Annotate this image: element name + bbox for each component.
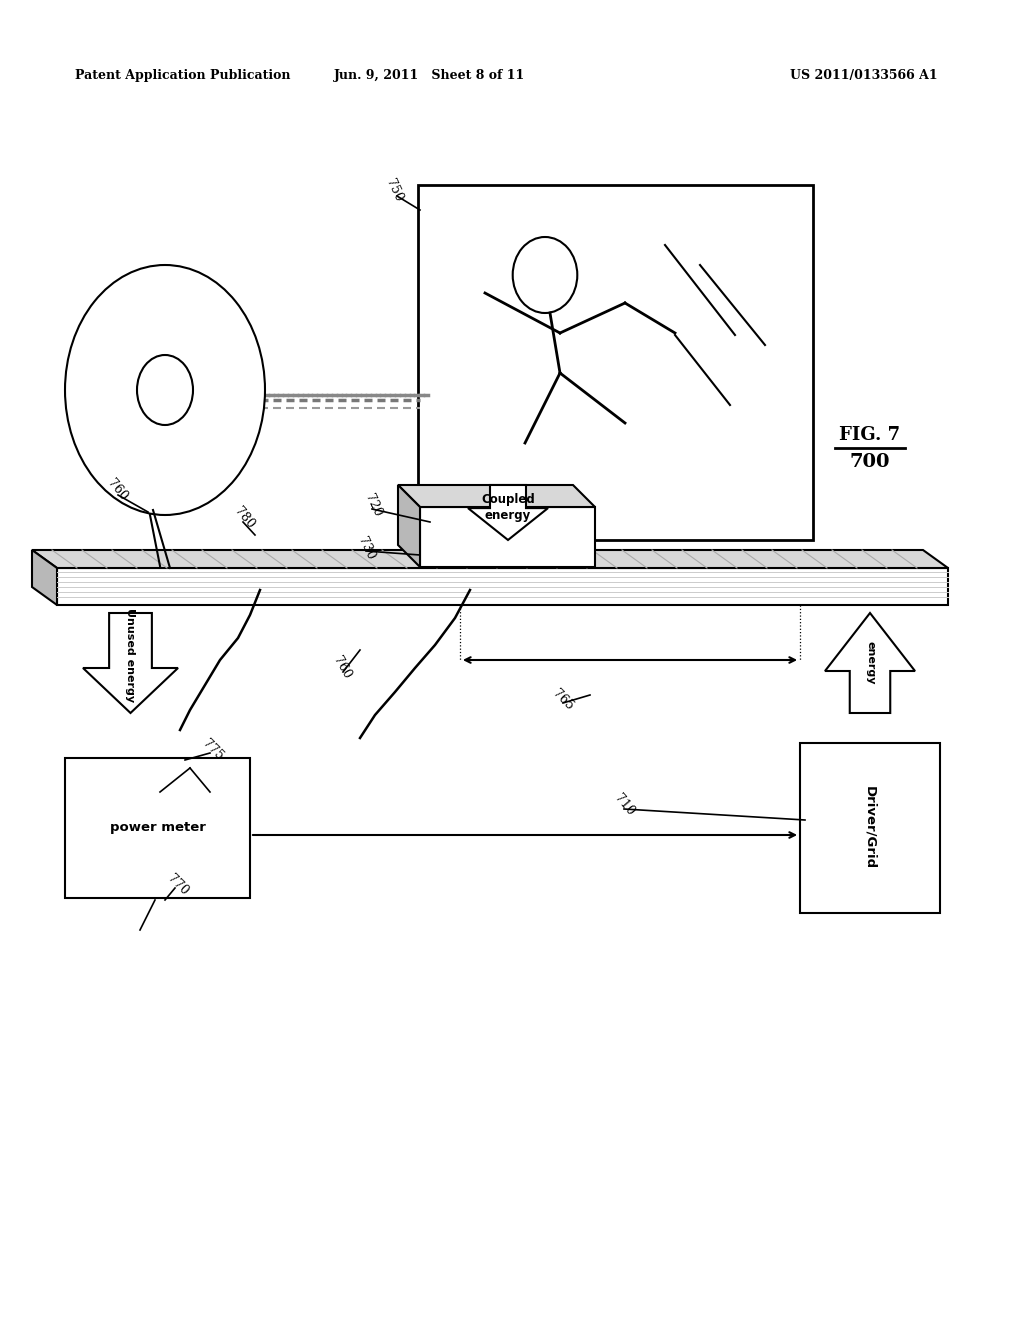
Polygon shape	[32, 550, 948, 568]
Text: 775: 775	[200, 737, 226, 763]
Text: power meter: power meter	[110, 821, 206, 834]
Polygon shape	[468, 484, 548, 540]
Polygon shape	[398, 484, 420, 568]
Text: 710: 710	[612, 792, 637, 818]
Ellipse shape	[65, 265, 265, 515]
Text: 760: 760	[105, 477, 130, 503]
FancyBboxPatch shape	[800, 743, 940, 913]
Text: US 2011/0133566 A1: US 2011/0133566 A1	[790, 69, 938, 82]
Text: FIG. 7: FIG. 7	[840, 426, 900, 444]
Text: 765: 765	[550, 686, 575, 713]
Text: Patent Application Publication: Patent Application Publication	[75, 69, 291, 82]
Text: 770: 770	[165, 873, 191, 898]
Text: 730: 730	[355, 535, 377, 561]
Polygon shape	[398, 484, 595, 507]
Polygon shape	[825, 612, 915, 713]
Polygon shape	[32, 550, 57, 605]
Text: Unused energy: Unused energy	[125, 609, 135, 702]
Polygon shape	[83, 612, 178, 713]
Text: 720: 720	[362, 491, 384, 519]
Text: 700: 700	[850, 453, 890, 471]
Text: Driver/Grid: Driver/Grid	[863, 787, 877, 870]
FancyBboxPatch shape	[420, 507, 595, 568]
Text: 760: 760	[330, 655, 353, 681]
Text: 780: 780	[232, 504, 257, 532]
Text: energy: energy	[865, 642, 874, 685]
Text: Coupled
energy: Coupled energy	[481, 494, 535, 521]
Text: 750: 750	[383, 177, 404, 203]
Polygon shape	[57, 568, 948, 605]
Text: Jun. 9, 2011   Sheet 8 of 11: Jun. 9, 2011 Sheet 8 of 11	[335, 69, 525, 82]
FancyBboxPatch shape	[418, 185, 813, 540]
FancyBboxPatch shape	[65, 758, 250, 898]
Ellipse shape	[513, 238, 578, 313]
Ellipse shape	[137, 355, 193, 425]
